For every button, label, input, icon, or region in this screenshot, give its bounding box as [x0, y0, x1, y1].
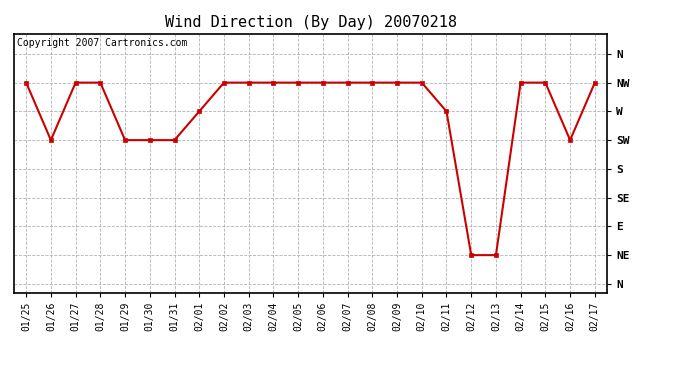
- Text: Copyright 2007 Cartronics.com: Copyright 2007 Cartronics.com: [17, 38, 187, 48]
- Title: Wind Direction (By Day) 20070218: Wind Direction (By Day) 20070218: [164, 15, 457, 30]
